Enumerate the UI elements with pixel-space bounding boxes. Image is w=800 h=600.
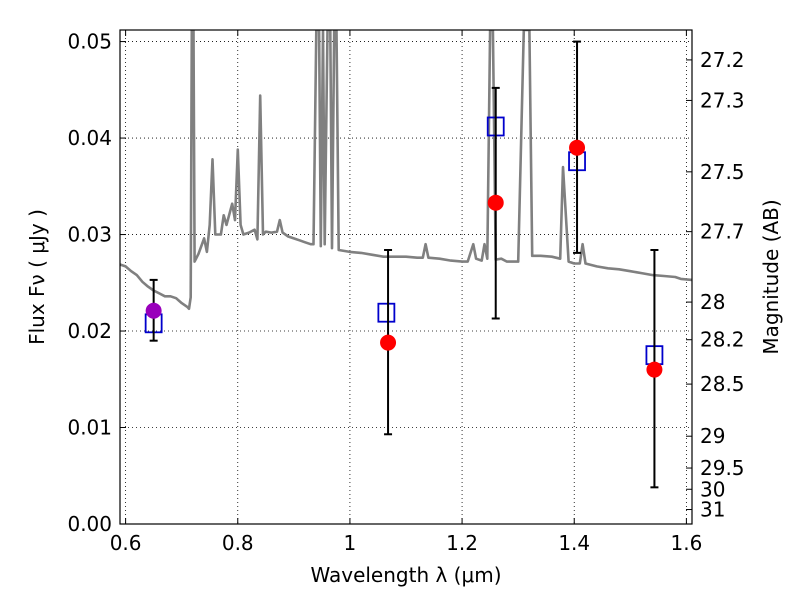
magnitude-tick-label: 30 xyxy=(700,477,725,501)
y-tick-label: 0.05 xyxy=(67,30,112,54)
data-markers xyxy=(144,40,664,489)
observed-point xyxy=(145,302,162,319)
observed-point xyxy=(487,194,504,211)
x-tick-label: 0.8 xyxy=(222,531,254,555)
observed-point xyxy=(380,334,397,351)
x-tick-label: 1 xyxy=(344,531,357,555)
magnitude-tick-label: 28 xyxy=(700,290,725,314)
y-tick-label: 0.04 xyxy=(67,126,112,150)
magnitude-tick-label: 29.5 xyxy=(700,456,745,480)
observed-point xyxy=(569,139,586,156)
magnitude-tick-label: 27.3 xyxy=(700,88,745,112)
x-tick-label: 1.2 xyxy=(446,531,478,555)
magnitude-tick-label: 27.2 xyxy=(700,48,745,72)
y-tick-label: 0.00 xyxy=(67,512,112,536)
y-axis-label: Flux Fν ( μJy ) xyxy=(25,209,49,345)
plot-frame xyxy=(119,29,693,525)
axes: 0.6 0.8 1 1.2 1.4 1.6 0.00 0.01 0.02 0.03 0.04 0.05… xyxy=(67,30,744,555)
model-square-point xyxy=(377,302,396,323)
x-axis-label: Wavelength λ (μm) xyxy=(310,563,501,587)
magnitude-tick-label: 27.7 xyxy=(700,220,745,244)
plot-content xyxy=(120,30,692,311)
x-tick-label: 1.4 xyxy=(558,531,590,555)
magnitude-tick-label: 27.5 xyxy=(700,160,745,184)
y-tick-label: 0.02 xyxy=(67,319,112,343)
x-tick-label: 0.6 xyxy=(110,531,142,555)
magnitude-tick-label: 28.5 xyxy=(700,372,745,396)
magnitude-tick-label: 29 xyxy=(700,424,725,448)
magnitude-tick-label: 28.2 xyxy=(700,328,745,352)
magnitude-tick-label: 31 xyxy=(700,498,725,522)
x-tick-label: 1.6 xyxy=(670,531,702,555)
observed-point xyxy=(646,361,663,378)
y2-axis-label: Magnitude (AB) xyxy=(759,199,783,354)
y-tick-label: 0.03 xyxy=(67,223,112,247)
spectrum-line xyxy=(120,30,692,311)
y-tick-label: 0.01 xyxy=(67,416,112,440)
